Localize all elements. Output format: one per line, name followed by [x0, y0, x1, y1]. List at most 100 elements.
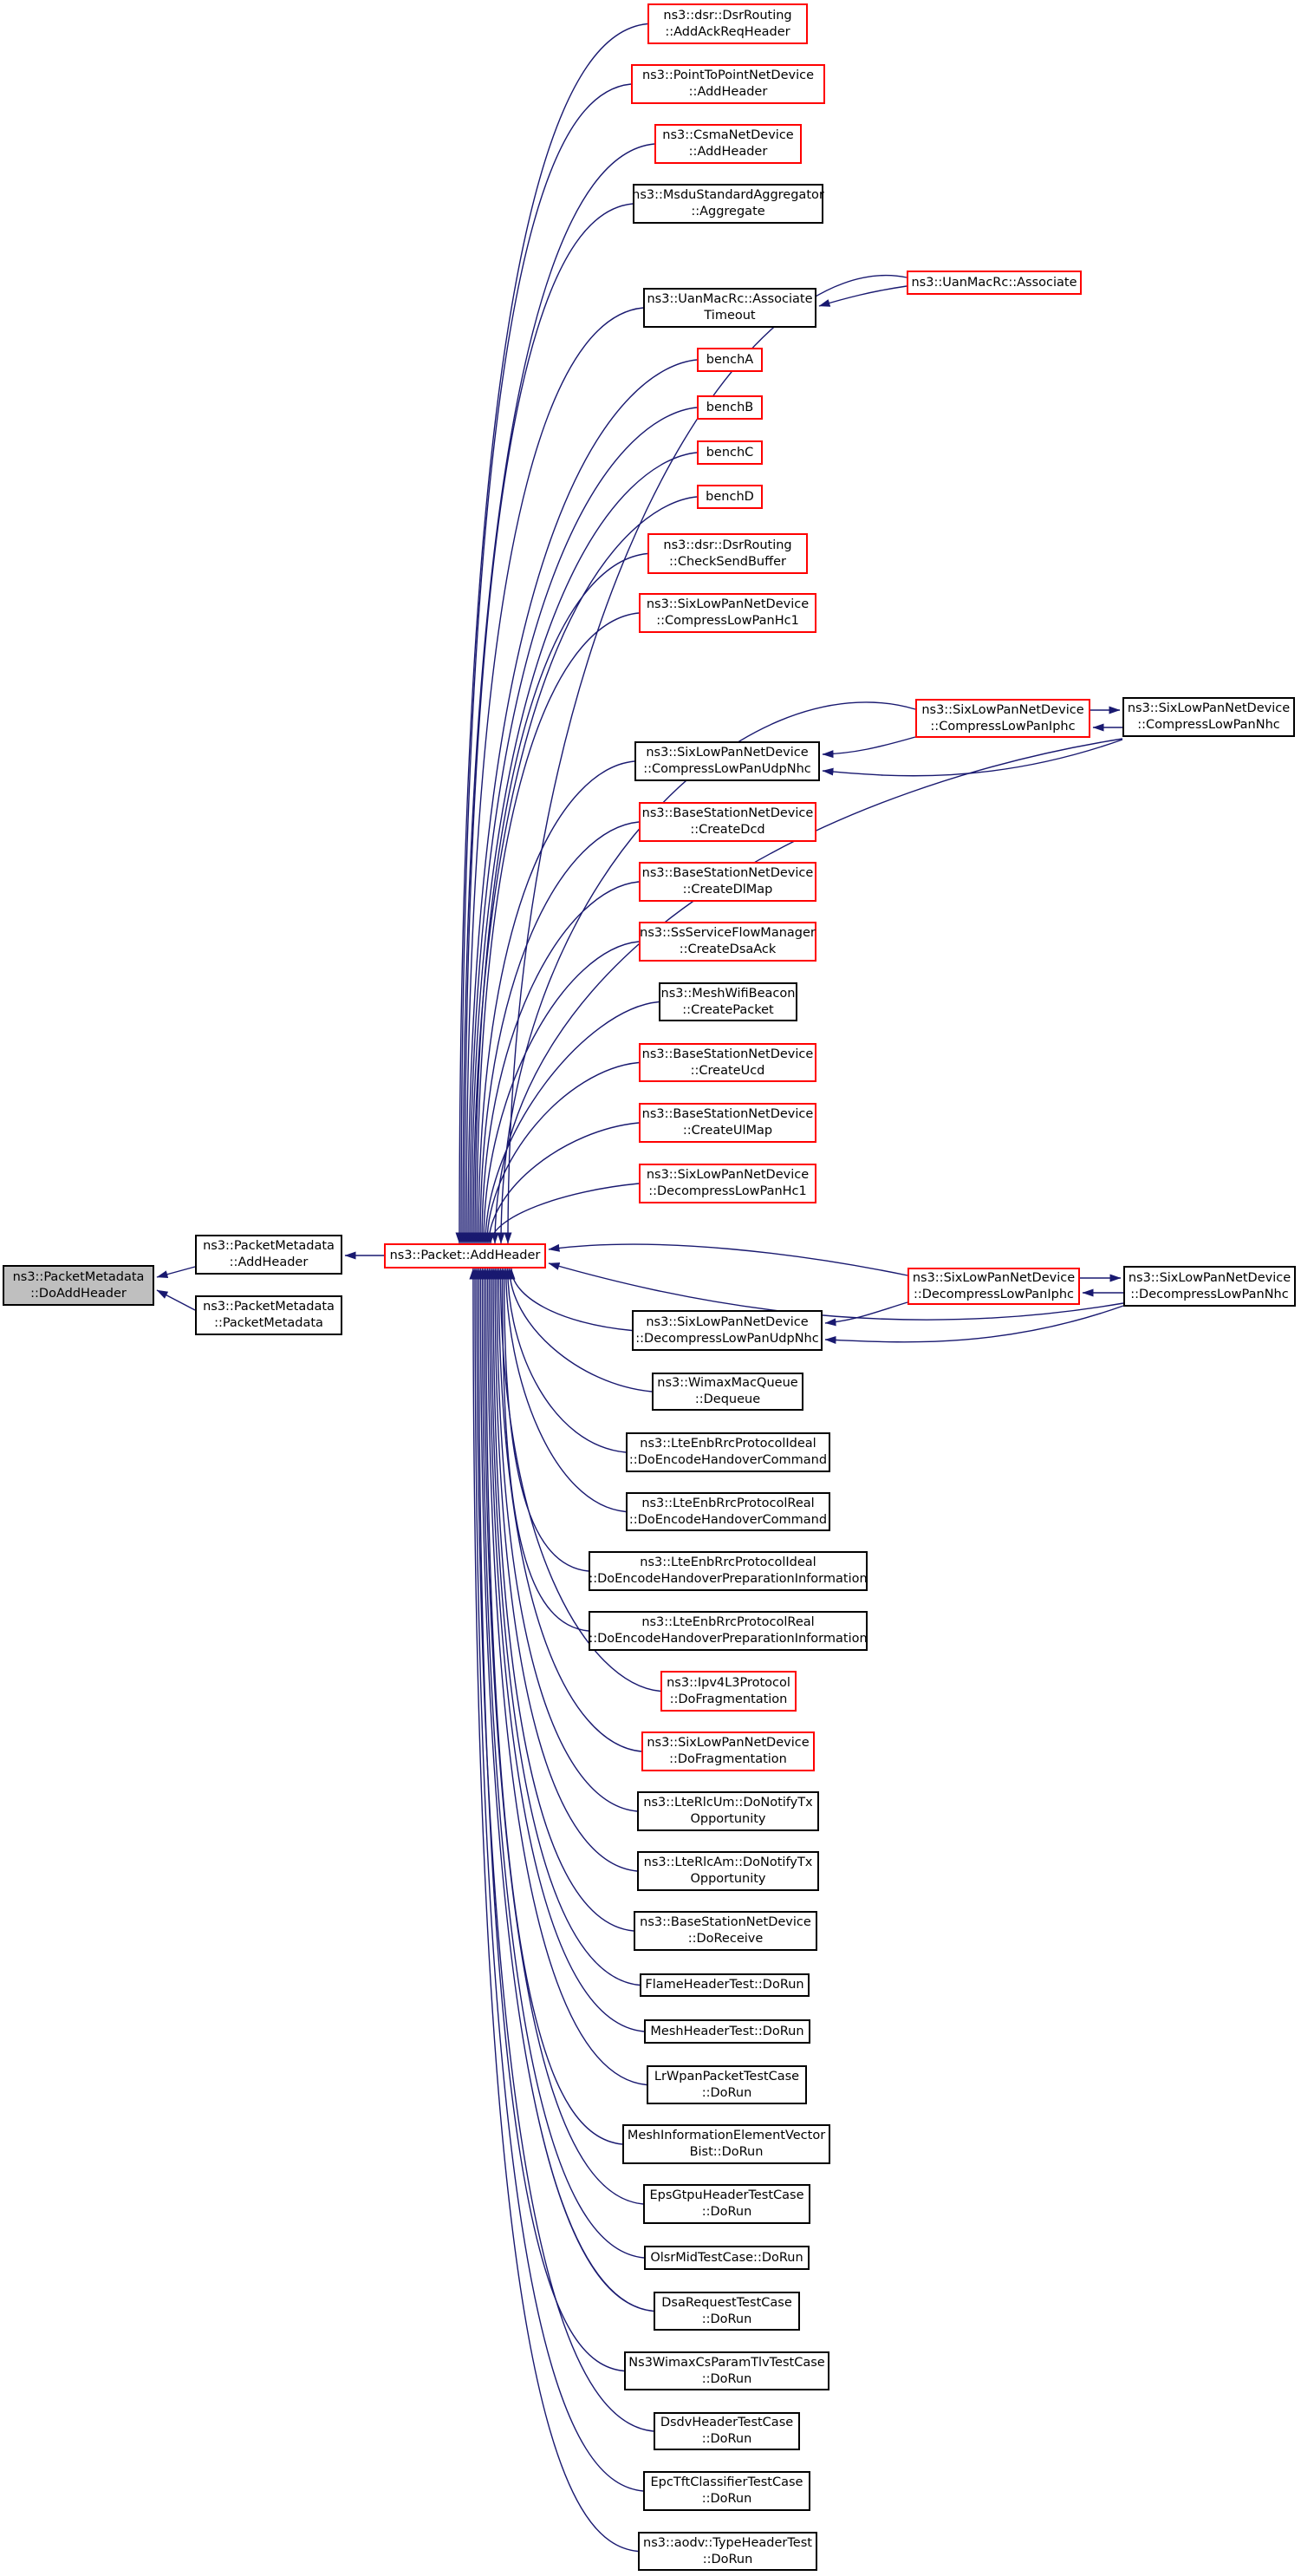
- node-m38[interactable]: Ns3WimaxCsParamTlvTestCase::DoRun: [624, 2351, 829, 2390]
- node-pm-ctor[interactable]: ns3::PacketMetadata::PacketMetadata: [195, 1295, 342, 1335]
- node-m26[interactable]: ns3::Ipv4L3Protocol::DoFragmentation: [660, 1671, 797, 1712]
- node-m28[interactable]: ns3::LteRlcUm::DoNotifyTx Opportunity: [637, 1791, 819, 1831]
- node-label: ::DoRun: [701, 2492, 752, 2506]
- node-m20[interactable]: ns3::SixLowPanNetDevice::DecompressLowPa…: [632, 1310, 823, 1351]
- edge-m8-to-hub: [467, 452, 698, 1244]
- node-m29[interactable]: ns3::LteRlcAm::DoNotifyTx Opportunity: [637, 1851, 819, 1891]
- node-label: ::CreateDlMap: [682, 883, 773, 897]
- node-label: DsdvHeaderTestCase: [660, 2416, 794, 2429]
- node-m16[interactable]: ns3::MeshWifiBeacon::CreatePacket: [659, 982, 797, 1021]
- node-label: ::CreateUlMap: [682, 1124, 773, 1138]
- node-label: ns3::BaseStationNetDevice: [641, 1047, 814, 1061]
- edge-m13-to-hub: [476, 821, 640, 1244]
- node-label: ns3::Ipv4L3Protocol: [667, 1675, 790, 1690]
- node-c-nhc[interactable]: ns3::SixLowPanNetDevice::CompressLowPanN…: [1122, 697, 1295, 737]
- node-label: Opportunity: [690, 1872, 766, 1886]
- node-m9[interactable]: benchD: [697, 485, 763, 509]
- node-label: ns3::SixLowPanNetDevice: [912, 1270, 1076, 1285]
- node-label: ns3::SixLowPanNetDevice: [1128, 1270, 1291, 1285]
- node-label: ns3::WimaxMacQueue: [657, 1376, 798, 1390]
- node-m11[interactable]: ns3::SixLowPanNetDevice::CompressLowPanH…: [639, 593, 816, 633]
- node-label: ::DoFragmentation: [669, 1692, 788, 1706]
- node-c-iphc[interactable]: ns3::SixLowPanNetDevice::CompressLowPanI…: [915, 699, 1090, 738]
- node-pm-addheader[interactable]: ns3::PacketMetadata::AddHeader: [195, 1235, 342, 1275]
- edge-m18-to-hub: [485, 1122, 640, 1244]
- node-label: ::DoRun: [701, 2371, 752, 2386]
- node-m23[interactable]: ns3::LteEnbRrcProtocolReal::DoEncodeHand…: [626, 1492, 830, 1531]
- node-label: DsaRequestTestCase: [661, 2295, 792, 2310]
- node-label: ns3::BaseStationNetDevice: [641, 1107, 814, 1121]
- node-label: ::DoRun: [702, 2552, 753, 2566]
- node-m4[interactable]: ns3::MsduStandardAggregator::Aggregate: [632, 184, 824, 224]
- node-label: ::DecompressLowPanUdpNhc: [635, 1331, 819, 1346]
- node-m18[interactable]: ns3::BaseStationNetDevice::CreateUlMap: [639, 1103, 816, 1143]
- node-m8[interactable]: benchC: [697, 440, 763, 465]
- node-label: ::DecompressLowPanHc1: [648, 1184, 807, 1198]
- node-m5[interactable]: ns3::UanMacRc::Associate Timeout: [643, 288, 816, 328]
- node-m1[interactable]: ns3::dsr::DsrRouting::AddAckReqHeader: [647, 3, 808, 44]
- edge-m26-to-hub: [496, 1268, 661, 1692]
- edge-c-iphc-to-hub: [497, 701, 916, 1244]
- node-m7[interactable]: benchB: [697, 395, 763, 420]
- node-m12[interactable]: ns3::SixLowPanNetDevice::CompressLowPanU…: [634, 741, 820, 781]
- edge-m29-to-hub: [491, 1268, 638, 1872]
- node-m40[interactable]: EpcTftClassifierTestCase::DoRun: [643, 2471, 810, 2511]
- node-label: ::Dequeue: [694, 1392, 761, 1406]
- node-label: benchD: [706, 489, 754, 504]
- node-m32[interactable]: MeshHeaderTest::DoRun: [644, 2019, 810, 2044]
- node-m36[interactable]: OlsrMidTestCase::DoRun: [644, 2246, 810, 2270]
- node-label: ns3::PacketMetadata: [203, 1300, 335, 1314]
- node-m34[interactable]: MeshInformationElementVector Bist::DoRun: [622, 2124, 830, 2164]
- node-m22[interactable]: ns3::LteEnbRrcProtocolIdeal::DoEncodeHan…: [626, 1432, 830, 1472]
- edge-m36-to-hub: [478, 1268, 645, 2259]
- edge-assoc-to-hub: [504, 275, 907, 1244]
- node-m6[interactable]: benchA: [697, 348, 763, 372]
- node-label: ns3::Packet::AddHeader: [389, 1249, 541, 1262]
- node-m3[interactable]: ns3::CsmaNetDevice::AddHeader: [654, 124, 802, 164]
- node-label: ns3::dsr::DsrRouting: [663, 538, 792, 552]
- node-m30[interactable]: ns3::BaseStationNetDevice::DoReceive: [634, 1911, 817, 1951]
- node-m2[interactable]: ns3::PointToPointNetDevice::AddHeader: [631, 64, 825, 104]
- edge-c-nhc-to-m12: [822, 739, 1123, 777]
- edge-c-iphc-to-m12: [822, 736, 916, 759]
- node-label: ::DoReceive: [687, 1932, 764, 1946]
- edge-d-iphc-to-hub: [548, 1243, 908, 1276]
- node-m39[interactable]: DsdvHeaderTestCase::DoRun: [654, 2412, 800, 2450]
- edge-m3-to-hub: [459, 143, 655, 1244]
- node-label: ns3::SixLowPanNetDevice: [646, 746, 809, 760]
- node-m15[interactable]: ns3::SsServiceFlowManager::CreateDsaAck: [639, 922, 816, 962]
- node-label: ::DoEncodeHandoverPreparationInformation: [589, 1572, 868, 1586]
- node-m27[interactable]: ns3::SixLowPanNetDevice::DoFragmentation: [641, 1731, 815, 1771]
- node-hub[interactable]: ns3::Packet::AddHeader: [384, 1243, 546, 1268]
- node-label: OlsrMidTestCase::DoRun: [650, 2250, 803, 2265]
- node-m31[interactable]: FlameHeaderTest::DoRun: [640, 1973, 810, 1997]
- node-label: ns3::SixLowPanNetDevice: [646, 1168, 810, 1182]
- node-label: ::CompressLowPanUdpNhc: [643, 762, 811, 776]
- node-m17[interactable]: ns3::BaseStationNetDevice::CreateUcd: [639, 1043, 816, 1082]
- node-label: ns3::LteEnbRrcProtocolReal: [641, 1496, 815, 1510]
- node-m10[interactable]: ns3::dsr::DsrRouting::CheckSendBuffer: [647, 533, 808, 574]
- node-m19[interactable]: ns3::SixLowPanNetDevice::DecompressLowPa…: [639, 1164, 816, 1203]
- edge-m28-to-hub: [492, 1268, 638, 1812]
- node-m24[interactable]: ns3::LteEnbRrcProtocolIdeal::DoEncodeHan…: [589, 1551, 868, 1591]
- node-m35[interactable]: EpsGtpuHeaderTestCase::DoRun: [643, 2184, 810, 2224]
- node-m21[interactable]: ns3::WimaxMacQueue::Dequeue: [652, 1373, 803, 1411]
- node-label: ::CreateDcd: [690, 823, 765, 837]
- node-m33[interactable]: LrWpanPacketTestCase::DoRun: [647, 2065, 807, 2104]
- node-m41[interactable]: ns3::aodv::TypeHeaderTest::DoRun: [638, 2532, 817, 2571]
- edge-d-nhc-to-m20: [824, 1305, 1124, 1344]
- node-d-iphc[interactable]: ns3::SixLowPanNetDevice::DecompressLowPa…: [907, 1268, 1080, 1305]
- node-m13[interactable]: ns3::BaseStationNetDevice::CreateDcd: [639, 802, 816, 842]
- node-label: benchC: [706, 445, 754, 460]
- edge-pm-addheader-to-pm-doaddheader: [156, 1266, 196, 1279]
- node-m25[interactable]: ns3::LteEnbRrcProtocolReal::DoEncodeHand…: [589, 1611, 868, 1651]
- node-label: LrWpanPacketTestCase: [654, 2069, 800, 2084]
- node-label: ::PacketMetadata: [214, 1316, 323, 1330]
- node-label: MeshInformationElementVector: [627, 2129, 826, 2142]
- node-d-nhc[interactable]: ns3::SixLowPanNetDevice::DecompressLowPa…: [1123, 1266, 1296, 1307]
- node-assoc[interactable]: ns3::UanMacRc::Associate: [907, 271, 1082, 295]
- node-m37[interactable]: DsaRequestTestCase::DoRun: [654, 2292, 800, 2331]
- node-label: ::DecompressLowPanNhc: [1130, 1287, 1289, 1301]
- node-m14[interactable]: ns3::BaseStationNetDevice::CreateDlMap: [639, 862, 816, 902]
